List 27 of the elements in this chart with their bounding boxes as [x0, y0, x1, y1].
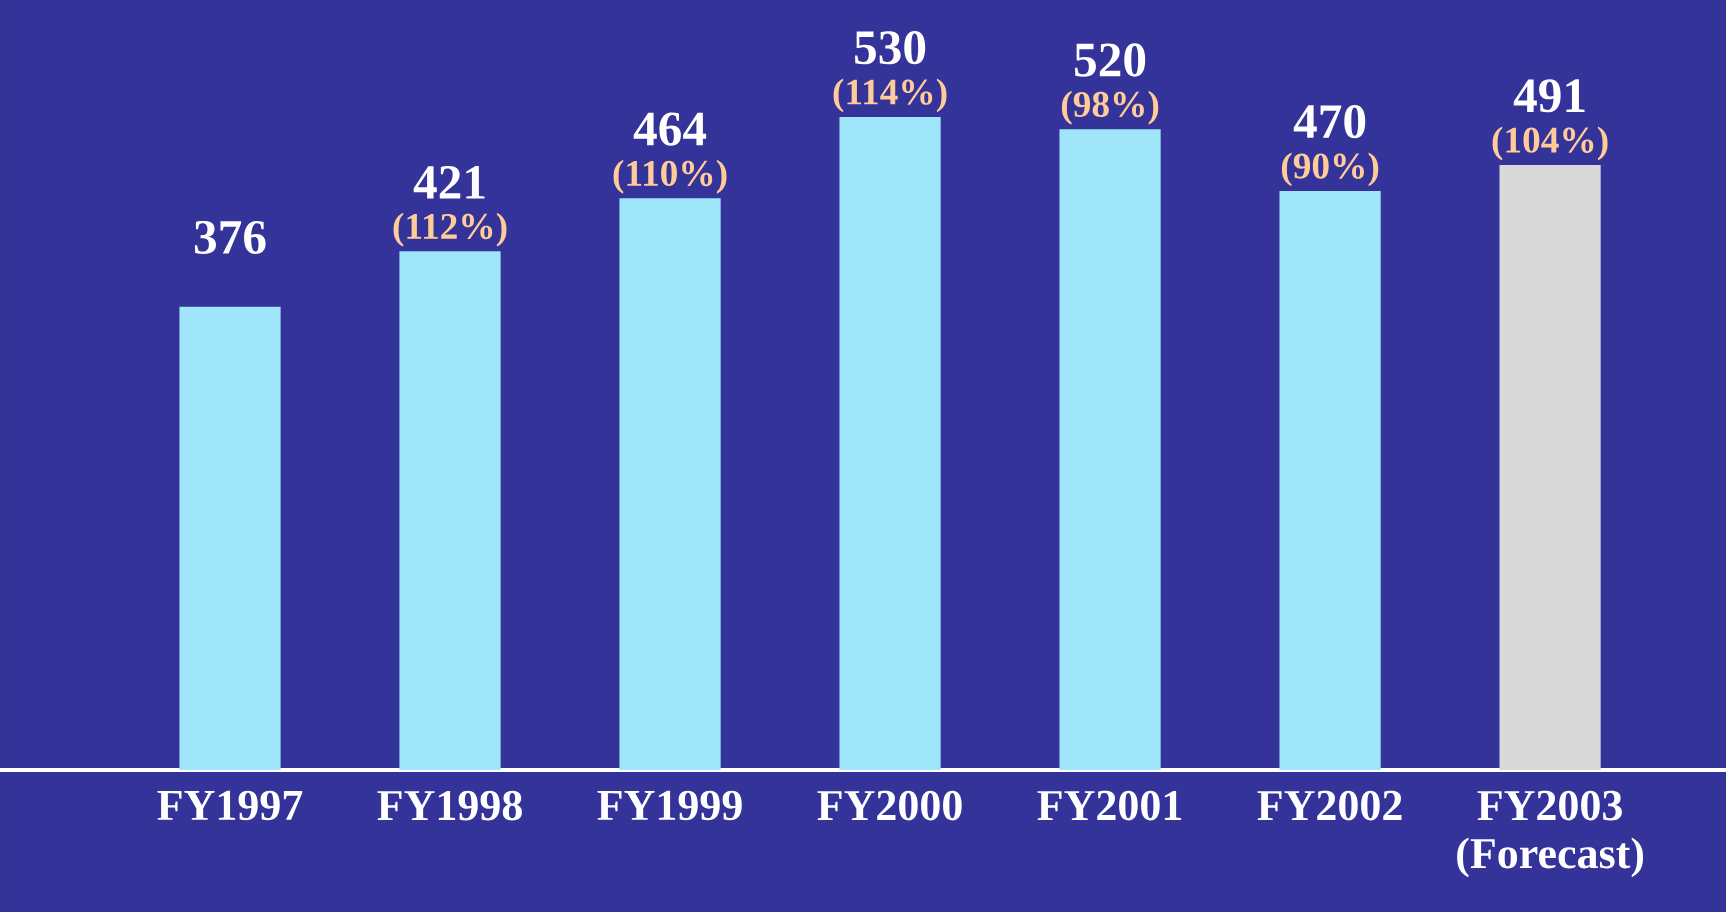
x-tick-label: FY1998	[377, 790, 522, 821]
bar	[399, 251, 501, 770]
data-label: 464	[633, 112, 707, 146]
annotation: (90%)	[1281, 152, 1379, 187]
bar	[1279, 190, 1381, 770]
bar	[1059, 129, 1161, 770]
annotation: (104%)	[1492, 126, 1608, 161]
data-label: 470	[1293, 104, 1366, 139]
x-tick-label: FY1997	[157, 790, 303, 821]
bar	[839, 117, 941, 770]
x-tick-label: FY2002	[1257, 790, 1402, 821]
bar	[179, 306, 281, 770]
annotation: (98%)	[1061, 90, 1159, 125]
x-tick-label: FY2003 (Forecast)	[1457, 790, 1644, 878]
annotation: (110%)	[613, 159, 727, 194]
data-label: 376	[194, 220, 266, 255]
bar	[619, 198, 721, 770]
annotation: (112%)	[393, 212, 507, 247]
data-label: 530	[855, 31, 926, 65]
bar	[1499, 165, 1601, 770]
x-tick-label: FY2000	[817, 790, 962, 821]
annotation: (114%)	[833, 78, 947, 113]
data-label: 520	[1075, 43, 1146, 77]
x-tick-label: FY2001	[1037, 790, 1182, 821]
data-label: 421	[413, 165, 485, 199]
data-label: 491	[1513, 79, 1585, 113]
x-tick-label: FY1999	[597, 790, 742, 821]
